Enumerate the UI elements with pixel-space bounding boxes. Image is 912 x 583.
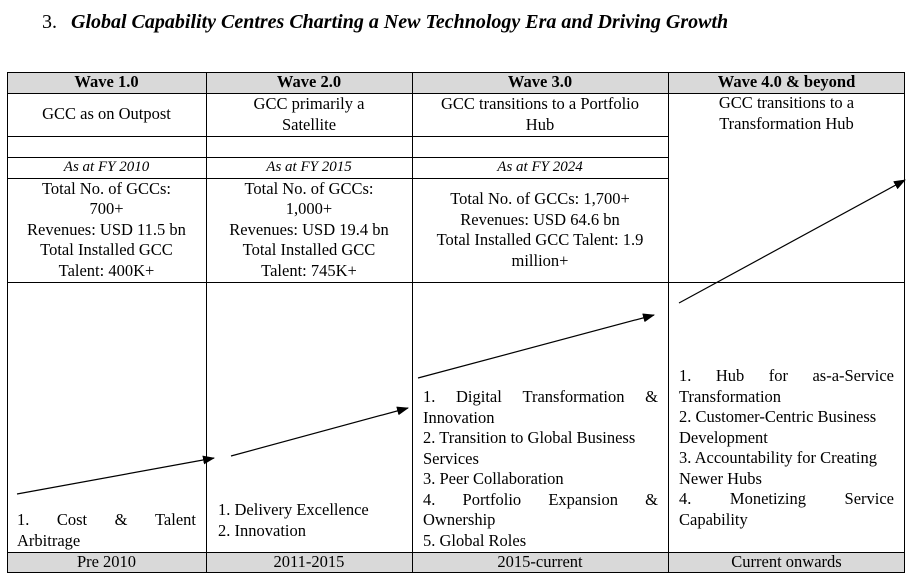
wave-4-period: Current onwards xyxy=(668,552,905,573)
wave-1-header: Wave 1.0 xyxy=(7,72,206,93)
wave-1-as-at: As at FY 2010 xyxy=(63,159,150,176)
list-item: Arbitrage xyxy=(17,530,81,550)
growth-arrow-4 xyxy=(678,179,906,304)
list-item: Newer Hubs xyxy=(679,468,762,488)
wave-2-description: GCC primarily a Satellite xyxy=(253,94,365,134)
growth-arrow-2 xyxy=(230,406,409,457)
wave-1-period: Pre 2010 xyxy=(7,552,206,573)
wave-4-focus-list: 1. Hub for as-a-Service Transformation 2. C… xyxy=(679,366,894,530)
list-item: Innovation xyxy=(423,407,495,427)
list-item: Development xyxy=(679,427,768,447)
list-item: 5. Global Roles xyxy=(423,530,527,550)
section-heading: 3. Global Capability Centres Charting a N… xyxy=(42,11,728,34)
wave-3-period: 2015-current xyxy=(412,552,668,573)
list-item: 3. Peer Collaboration xyxy=(423,469,564,488)
wave-2-focus-list: 1. Delivery Excellence 2. Innovation xyxy=(218,500,404,541)
list-item: 2. Transition to Global Business xyxy=(423,428,636,447)
wave-3-stats: Total No. of GCCs: 1,700+ Revenues: USD 6… xyxy=(436,189,644,270)
heading-title: Global Capability Centres Charting a New… xyxy=(71,11,729,33)
wave-3-header: Wave 3.0 xyxy=(412,72,668,93)
list-item: 1. Digital Transformation & xyxy=(423,387,658,406)
wave-4-header: Wave 4.0 & beyond xyxy=(668,72,905,93)
list-item: 4. Portfolio Expansion & xyxy=(423,489,658,509)
wave-3-description: GCC transitions to a Portfolio Hub xyxy=(441,94,639,134)
wave-1-description: GCC as on Outpost xyxy=(42,104,171,124)
heading-number: 3. xyxy=(42,11,57,33)
wave-2-as-at: As at FY 2015 xyxy=(266,159,352,176)
wave-3-focus-list: 1. Digital Transformation & Innovation 2. T… xyxy=(423,387,658,551)
list-item: Capability xyxy=(679,509,748,529)
list-item: Services xyxy=(423,448,479,468)
list-item: Ownership xyxy=(423,510,496,529)
wave-3-as-at: As at FY 2024 xyxy=(497,159,583,176)
growth-arrow-3 xyxy=(417,313,655,379)
wave-2-stats: Total No. of GCCs: 1,000+ Revenues: USD 19… xyxy=(229,178,389,280)
list-item: 4. Monetizing Service xyxy=(679,489,894,508)
list-item: 3. Accountability for Creating xyxy=(679,448,877,467)
list-item: Transformation xyxy=(679,386,782,406)
list-item: 1. Hub for as-a-Service xyxy=(679,366,894,385)
wave-1-stats: Total No. of GCCs: 700+ Revenues: USD 11.5… xyxy=(27,178,186,280)
wave-1-focus-list: 1. Cost & Talent Arbitrage xyxy=(17,510,196,551)
list-item: 1. Delivery Excellence xyxy=(218,500,369,519)
growth-arrow-1 xyxy=(16,455,215,495)
list-item: 1. Cost & Talent xyxy=(17,510,196,529)
wave-4-description: GCC transitions to a Transformation Hub xyxy=(718,93,855,133)
wave-2-period: 2011-2015 xyxy=(206,552,412,573)
wave-2-header: Wave 2.0 xyxy=(206,72,412,93)
list-item: 2. Innovation xyxy=(218,520,306,540)
list-item: 2. Customer-Centric Business xyxy=(679,407,877,426)
